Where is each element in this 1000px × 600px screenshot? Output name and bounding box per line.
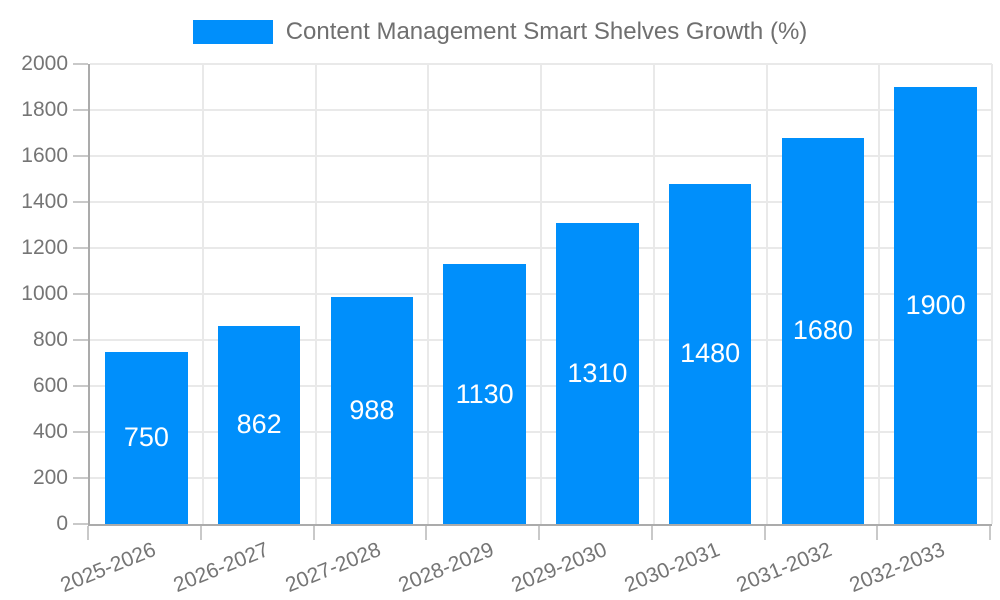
legend-swatch-icon xyxy=(192,20,273,44)
y-axis-tick xyxy=(73,339,88,341)
y-axis-tick xyxy=(73,385,88,387)
y-axis-label: 1000 xyxy=(21,282,68,305)
bar-2029-2030[interactable]: 1310 xyxy=(556,222,639,524)
bar-2026-2027[interactable]: 862 xyxy=(217,325,301,524)
x-gridline xyxy=(878,64,881,524)
y-axis-tick xyxy=(73,155,88,157)
y-axis-tick xyxy=(73,247,88,249)
x-axis-tick xyxy=(763,526,766,540)
x-gridline xyxy=(314,64,317,524)
y-axis-tick xyxy=(73,63,88,65)
plot-area: 750 862 988 1130 1310 1480 1680 1900 xyxy=(88,63,993,526)
y-axis-label: 800 xyxy=(32,328,68,351)
bar-2032-2033[interactable]: 1900 xyxy=(894,87,977,524)
bar-value-label: 1130 xyxy=(455,378,514,409)
y-gridline xyxy=(90,109,992,111)
y-axis-label: 400 xyxy=(32,420,68,443)
y-axis-label: 600 xyxy=(32,374,68,397)
x-axis-tick xyxy=(538,526,540,540)
bar-2028-2029[interactable]: 1130 xyxy=(443,264,526,524)
x-gridline xyxy=(540,64,542,524)
y-axis-label: 200 xyxy=(32,466,68,489)
x-axis-label: 2031-2032 xyxy=(733,538,836,597)
x-gridline xyxy=(427,64,430,524)
x-axis-label: 2026-2027 xyxy=(170,538,272,597)
x-gridline xyxy=(765,64,768,524)
y-axis-tick xyxy=(73,523,88,525)
y-axis-label: 1600 xyxy=(21,144,68,167)
y-axis-tick xyxy=(73,477,88,479)
x-axis-tick xyxy=(199,526,202,540)
x-axis-label: 2025-2026 xyxy=(57,538,159,597)
y-gridline xyxy=(90,63,992,65)
y-axis-tick xyxy=(73,201,88,203)
bar-value-label: 988 xyxy=(349,394,395,425)
legend-label: Content Management Smart Shelves Growth … xyxy=(285,18,808,45)
bar-value-label: 862 xyxy=(236,409,282,440)
bar-2031-2032[interactable]: 1680 xyxy=(781,137,865,524)
y-axis-tick xyxy=(73,109,88,111)
y-axis-label: 1400 xyxy=(21,190,68,213)
bar-value-label: 1480 xyxy=(680,338,741,369)
x-axis-tick xyxy=(425,526,428,540)
x-axis-tick xyxy=(876,526,879,540)
x-axis-tick xyxy=(989,526,991,540)
x-gridline xyxy=(991,64,993,524)
bar-value-label: 750 xyxy=(123,422,169,453)
x-axis-label: 2030-2031 xyxy=(621,538,723,597)
y-axis-tick xyxy=(73,431,88,433)
x-axis-tick xyxy=(650,526,653,540)
x-gridline xyxy=(201,64,204,524)
x-axis-tick xyxy=(312,526,315,540)
x-axis-label: 2032-2033 xyxy=(846,538,949,597)
bar-2030-2031[interactable]: 1480 xyxy=(668,183,752,524)
x-axis-label: 2028-2029 xyxy=(395,538,498,597)
x-axis-label: 2027-2028 xyxy=(282,538,385,597)
y-axis-tick xyxy=(73,293,88,295)
bar-2027-2028[interactable]: 988 xyxy=(330,296,414,524)
y-axis-label: 0 xyxy=(56,512,68,535)
y-axis-label: 2000 xyxy=(21,52,68,75)
bar-value-label: 1310 xyxy=(567,357,628,388)
y-axis-label: 1200 xyxy=(21,236,68,259)
bar-value-label: 1900 xyxy=(905,290,966,320)
bar-2025-2026[interactable]: 750 xyxy=(105,351,188,524)
x-axis-tick xyxy=(87,526,89,540)
y-axis-label: 1800 xyxy=(21,98,68,121)
x-gridline xyxy=(652,64,655,524)
x-axis-label: 2029-2030 xyxy=(508,538,610,597)
bar-value-label: 1680 xyxy=(792,315,853,346)
chart-legend[interactable]: Content Management Smart Shelves Growth … xyxy=(0,18,1000,46)
